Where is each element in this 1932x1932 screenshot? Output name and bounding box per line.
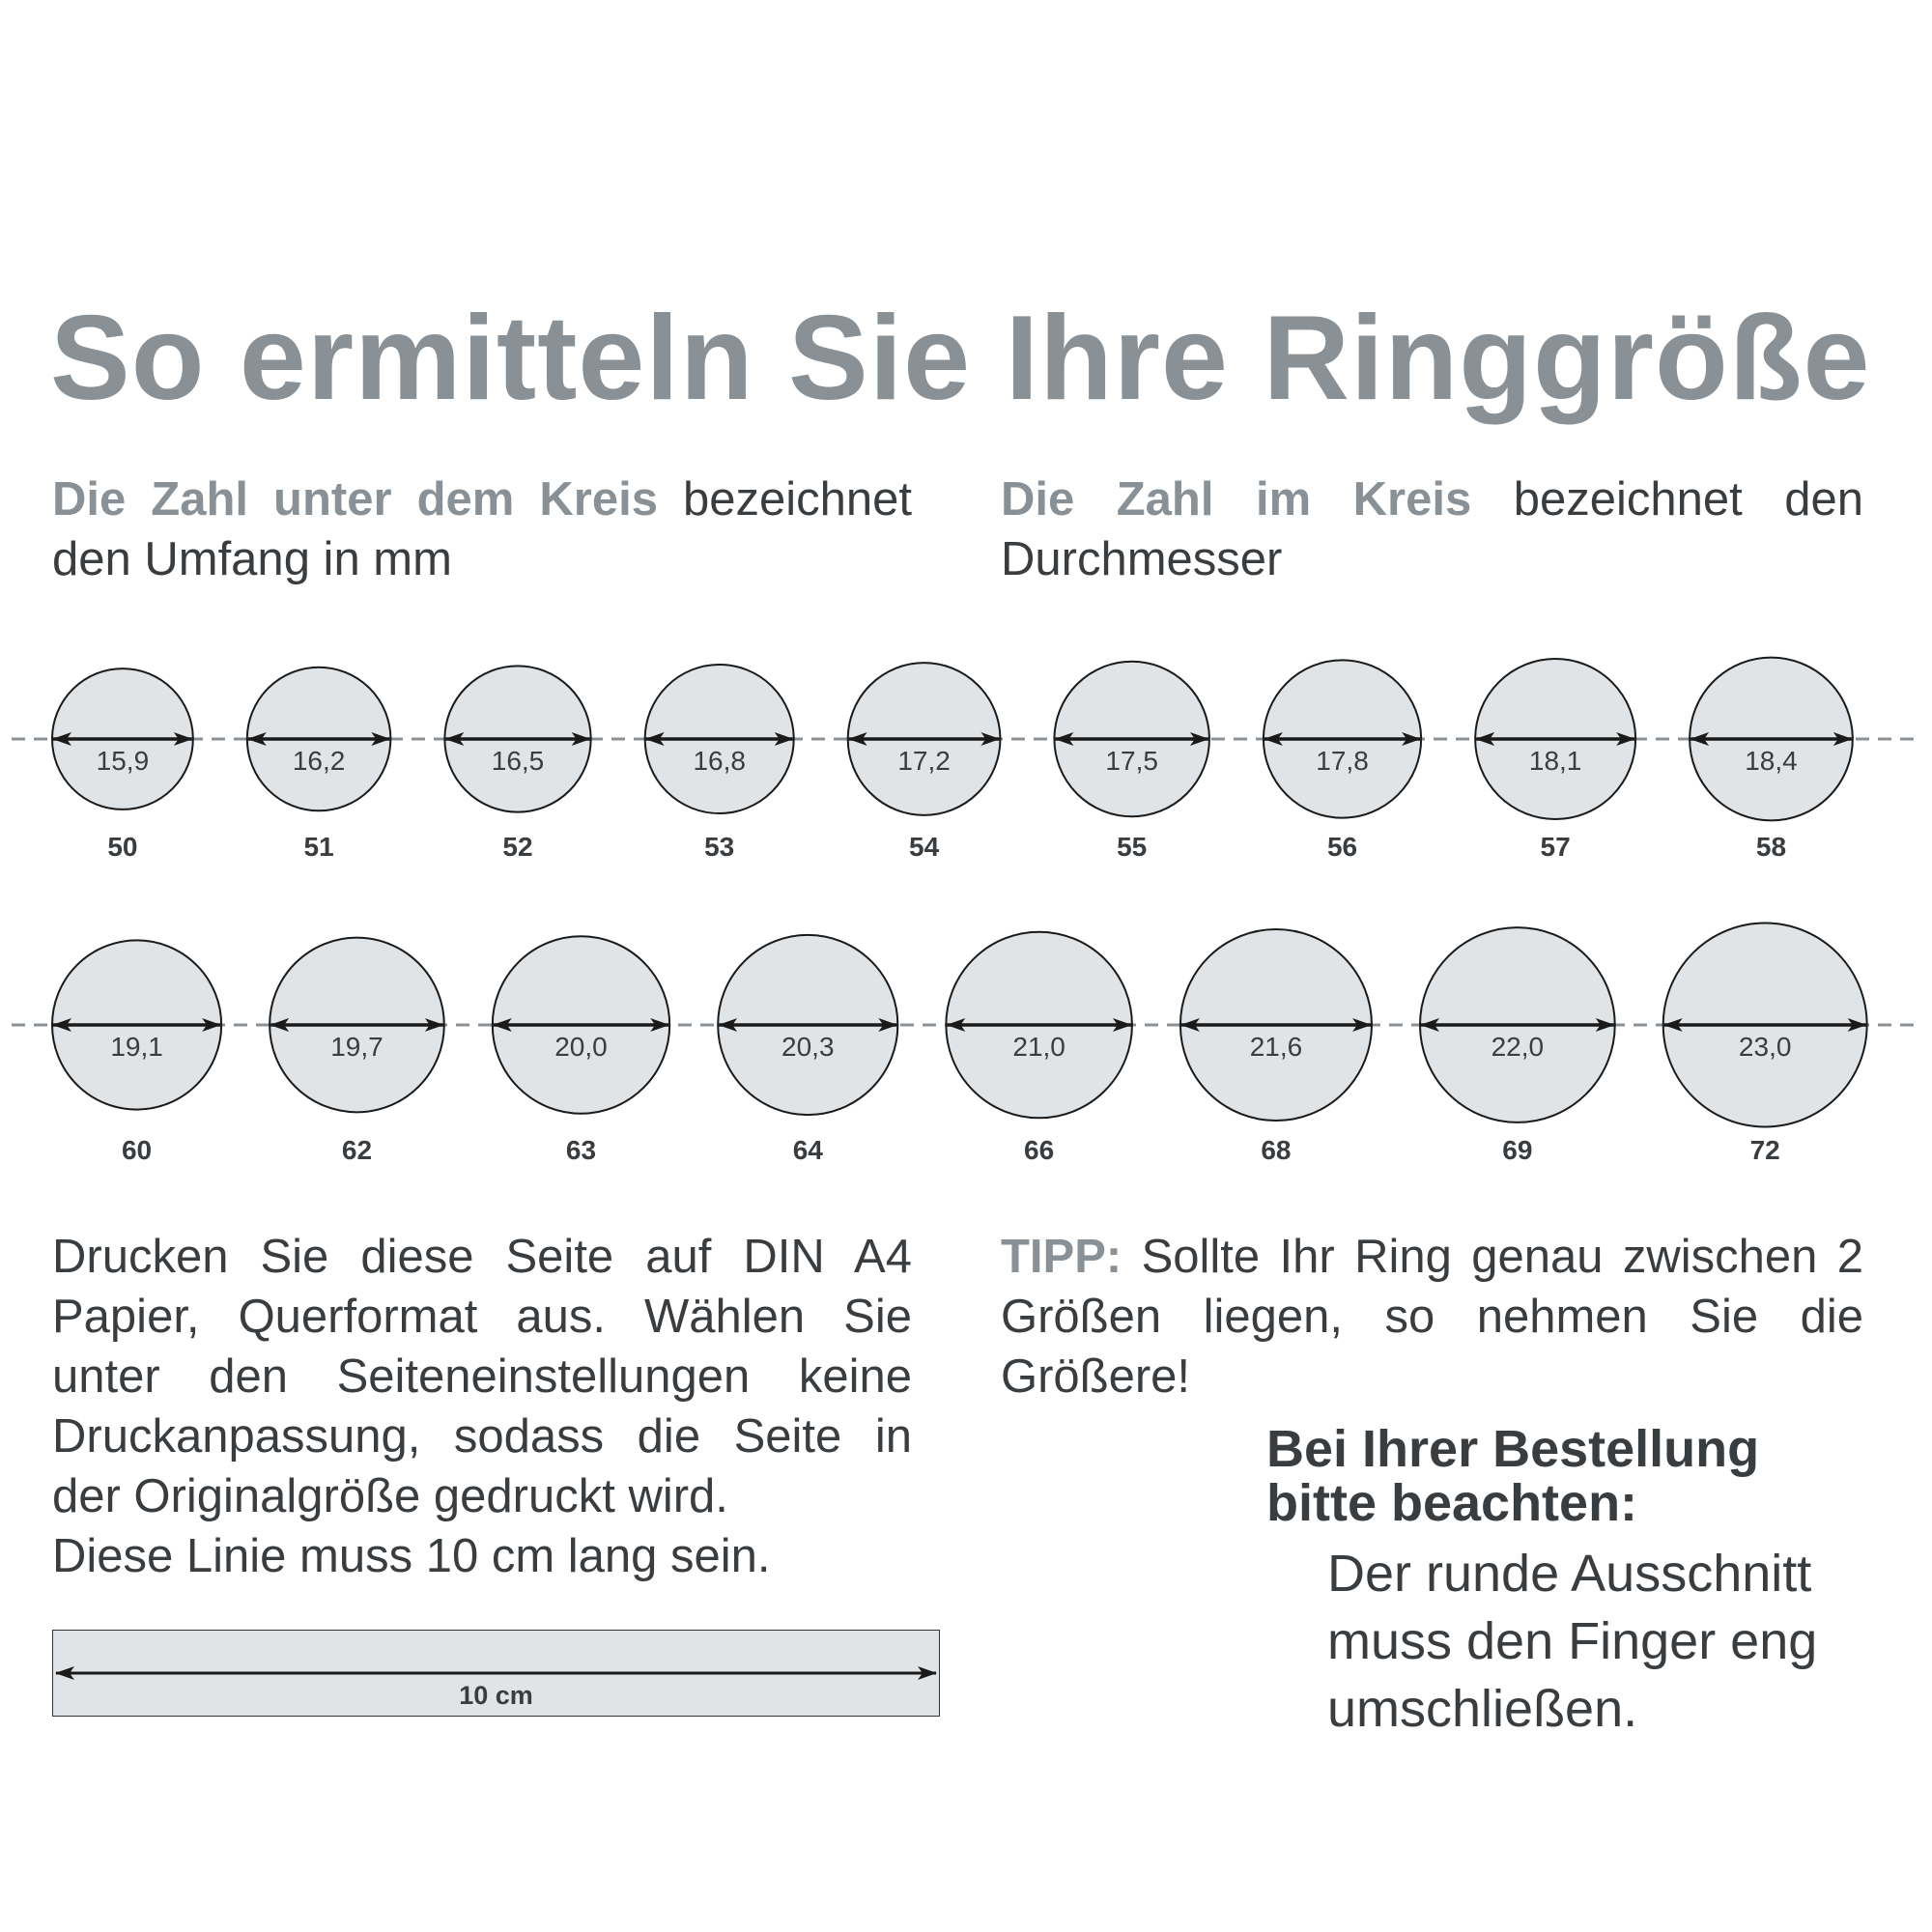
order-note-title: Bei Ihrer Bestellung bitte beachten: — [1266, 1422, 1759, 1530]
ruler-arrow — [55, 1666, 937, 1680]
circumference-label: 58 — [1756, 832, 1786, 862]
circumference-label: 62 — [342, 1135, 372, 1165]
circumference-label: 54 — [909, 832, 940, 862]
circumference-label: 66 — [1024, 1135, 1054, 1165]
circumference-label: 50 — [107, 832, 137, 862]
page-title: So ermitteln Sie Ihre Ringgröße — [50, 292, 1871, 425]
print-instructions: Drucken Sie diese Seite auf DIN A4 Papie… — [52, 1227, 912, 1586]
diameter-label: 23,0 — [1739, 1032, 1792, 1062]
circumference-label: 63 — [566, 1135, 596, 1165]
circumference-label: 69 — [1502, 1135, 1532, 1165]
diameter-label: 16,5 — [492, 746, 545, 776]
diameter-label: 18,1 — [1529, 746, 1582, 776]
diameter-label: 20,3 — [781, 1032, 835, 1062]
diameter-label: 21,0 — [1012, 1032, 1065, 1062]
diameter-label: 17,2 — [897, 746, 951, 776]
diameter-label: 19,1 — [110, 1032, 163, 1062]
circumference-label: 51 — [304, 832, 334, 862]
intro-diameter-text: bezeichnet den Durchmesser — [1001, 473, 1863, 585]
circumference-label: 72 — [1750, 1135, 1780, 1165]
intro-diameter: Die Zahl im Kreis bezeichnet den Durchme… — [1001, 469, 1863, 589]
ruler-label: 10 cm — [459, 1681, 533, 1710]
circumference-label: 57 — [1541, 832, 1571, 862]
order-note-line1: Der runde Ausschnitt — [1327, 1545, 1812, 1603]
intro-diameter-highlight: Die Zahl im Kreis — [1001, 473, 1472, 526]
diameter-label: 20,0 — [554, 1032, 608, 1062]
circumference-label: 55 — [1117, 832, 1147, 862]
print-instructions-line-note: Diese Linie muss 10 cm lang sein. — [52, 1530, 771, 1582]
circumference-label: 53 — [704, 832, 734, 862]
diameter-label: 15,9 — [97, 746, 150, 776]
diameter-label: 19,7 — [330, 1032, 384, 1062]
circumference-label: 60 — [122, 1135, 152, 1165]
calibration-ruler: 10 cm — [52, 1630, 940, 1717]
order-note-title-line1: Bei Ihrer Bestellung — [1266, 1420, 1760, 1478]
diameter-label: 16,2 — [293, 746, 346, 776]
diameter-label: 18,4 — [1745, 746, 1798, 776]
order-note-body: Der runde Ausschnitt muss den Finger eng… — [1327, 1540, 1817, 1743]
circumference-label: 64 — [793, 1135, 824, 1165]
intro-circumference: Die Zahl unter dem Kreis bezeichnet den … — [52, 469, 912, 589]
circumference-label: 56 — [1327, 832, 1357, 862]
diameter-label: 21,6 — [1250, 1032, 1303, 1062]
diameter-label: 16,8 — [693, 746, 746, 776]
circumference-label: 68 — [1261, 1135, 1291, 1165]
order-note-line2: muss den Finger eng — [1327, 1612, 1818, 1670]
tip-box: TIPP: Sollte Ihr Ring genau zwischen 2 G… — [1001, 1227, 1863, 1406]
circumference-label: 52 — [502, 832, 532, 862]
tip-label: TIPP: — [1001, 1231, 1122, 1283]
order-note-title-line2: bitte beachten: — [1266, 1474, 1638, 1532]
intro-circumference-text: bezeichnet den Umfang in mm — [52, 473, 912, 585]
intro-circumference-highlight: Die Zahl unter dem Kreis — [52, 473, 658, 526]
tip-text: Sollte Ihr Ring genau zwischen 2 Größen … — [1001, 1231, 1863, 1403]
diameter-label: 17,8 — [1316, 746, 1369, 776]
print-instructions-main: Drucken Sie diese Seite auf DIN A4 Papie… — [52, 1231, 912, 1522]
diameter-label: 22,0 — [1492, 1032, 1545, 1062]
order-note-line3: umschließen. — [1327, 1680, 1638, 1738]
diameter-label: 17,5 — [1105, 746, 1158, 776]
